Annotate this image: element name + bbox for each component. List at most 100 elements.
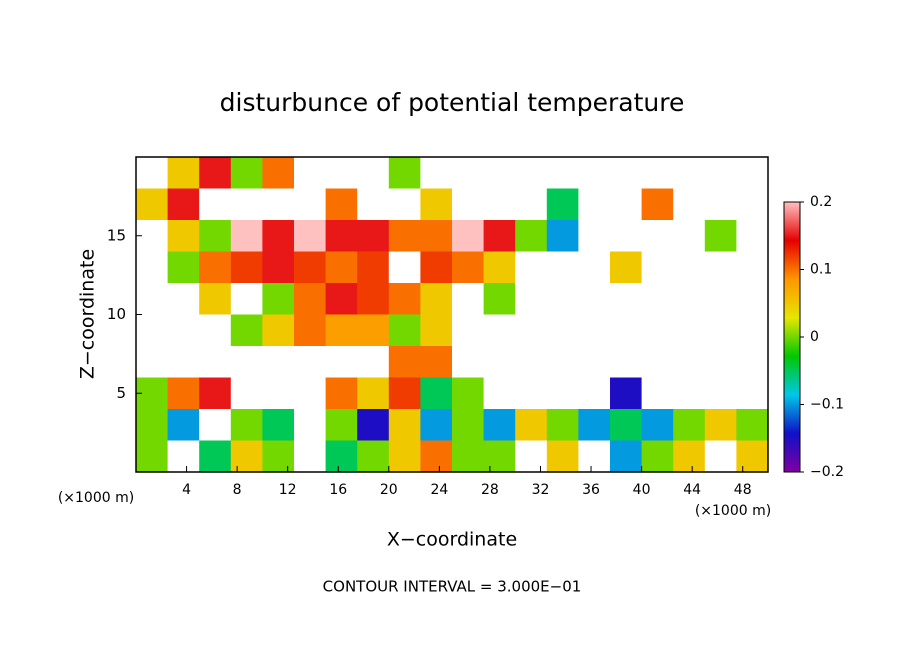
heat-cell [325, 157, 358, 189]
heat-cell [546, 283, 579, 315]
heat-cell [199, 251, 232, 284]
heat-cell [199, 157, 232, 189]
heat-cell [452, 346, 485, 378]
heat-cell [578, 220, 611, 252]
heat-cell [483, 283, 516, 315]
heat-cell [357, 409, 390, 441]
heat-cell [262, 314, 295, 347]
heat-cell [167, 157, 200, 189]
heat-cell [199, 377, 232, 410]
heat-cell [452, 220, 485, 252]
footer: CONTOUR INTERVAL = 3.000E−01 [323, 578, 582, 596]
heat-cell [546, 377, 579, 410]
heat-cell [641, 283, 674, 315]
heat-cell [736, 346, 769, 378]
heat-cell [167, 283, 200, 315]
heat-cell [136, 157, 169, 189]
heat-cell [578, 440, 611, 473]
heat-cell [641, 157, 674, 189]
heat-cell [546, 251, 579, 284]
x-tick-label: 28 [481, 482, 499, 498]
heat-cell [578, 283, 611, 315]
heat-cell [546, 188, 579, 221]
heat-cell [736, 251, 769, 284]
heat-cell [388, 251, 421, 284]
heat-cell [230, 251, 263, 284]
heat-cell [199, 220, 232, 252]
heat-cell [641, 251, 674, 284]
heat-cell [483, 251, 516, 284]
heat-cell [452, 440, 485, 473]
heat-cell [610, 314, 643, 347]
heat-cell [136, 251, 169, 284]
heat-cell [294, 157, 327, 189]
heat-cell [230, 377, 263, 410]
x-unit: (×1000 m) [58, 490, 134, 506]
x-tick-label: 4 [182, 482, 191, 498]
heat-cell [610, 346, 643, 378]
heat-cell [610, 283, 643, 315]
heat-cell [388, 346, 421, 378]
heat-cell [357, 220, 390, 252]
heat-cell [357, 188, 390, 221]
heat-cell [167, 409, 200, 441]
heat-cell [610, 157, 643, 189]
heat-cell [325, 314, 358, 347]
heat-cell [578, 188, 611, 221]
heat-cell [262, 251, 295, 284]
heat-cell [388, 188, 421, 221]
heat-cell [420, 409, 453, 441]
heat-cell [483, 314, 516, 347]
heat-cell [515, 377, 548, 410]
heat-cell [325, 377, 358, 410]
heat-cell [704, 409, 737, 441]
heat-cell [578, 314, 611, 347]
heat-cell [641, 314, 674, 347]
heat-cell [262, 409, 295, 441]
x-axis-label: X−coordinate [387, 529, 517, 551]
heat-cell [420, 283, 453, 315]
heat-cell [325, 440, 358, 473]
heat-cell [294, 314, 327, 347]
heat-cell [420, 157, 453, 189]
x-tick-label: 8 [233, 482, 242, 498]
heat-cell [578, 157, 611, 189]
heat-cell [199, 440, 232, 473]
heat-cell [294, 346, 327, 378]
heat-cell [578, 346, 611, 378]
heat-cell [515, 314, 548, 347]
x-tick-label: 48 [734, 482, 752, 498]
heat-cell [388, 377, 421, 410]
heat-cell [641, 409, 674, 441]
heat-cell [610, 188, 643, 221]
heat-cell [483, 440, 516, 473]
heat-cell [357, 251, 390, 284]
heat-cell [452, 188, 485, 221]
y-tick-label: 10 [107, 305, 126, 323]
heat-cell [199, 188, 232, 221]
heat-cell [736, 409, 769, 441]
heat-cell [452, 377, 485, 410]
heat-cell [736, 440, 769, 473]
heat-cell [230, 440, 263, 473]
heat-cell [704, 377, 737, 410]
heat-cell [357, 440, 390, 473]
heat-cell [515, 440, 548, 473]
heat-cell [388, 440, 421, 473]
heat-cell [736, 377, 769, 410]
heat-cell [325, 283, 358, 315]
heat-cell [673, 314, 706, 347]
colorbar-tick-label: 0.2 [810, 194, 832, 210]
heat-cell [452, 157, 485, 189]
heat-cell [420, 346, 453, 378]
colorbar-tick-label: −0.2 [810, 464, 844, 480]
heat-cell [420, 251, 453, 284]
heat-cell [483, 188, 516, 221]
heat-cell [136, 409, 169, 441]
heat-cell [546, 157, 579, 189]
heat-cell [546, 409, 579, 441]
heat-cell [420, 188, 453, 221]
heat-cell [262, 346, 295, 378]
colorbar [783, 201, 801, 473]
